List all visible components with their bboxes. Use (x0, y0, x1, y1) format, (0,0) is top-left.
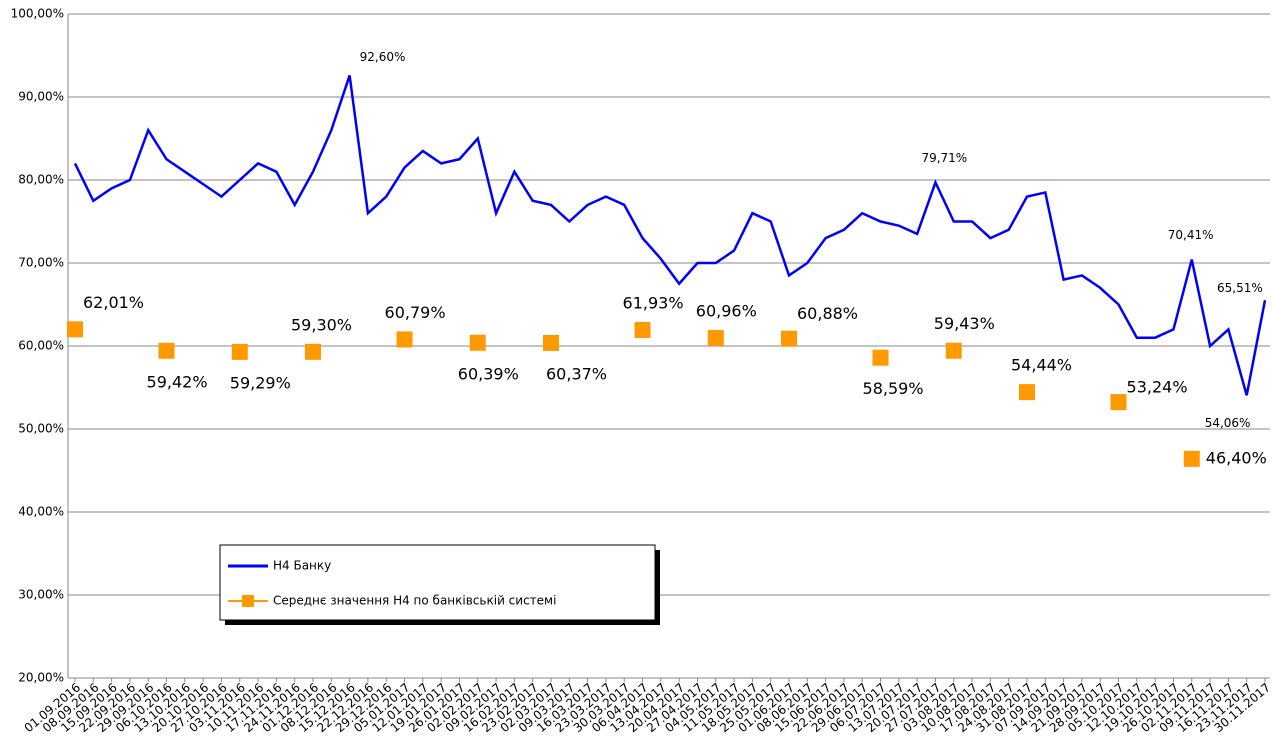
data-label: 61,93% (623, 293, 684, 312)
marker (872, 349, 889, 366)
marker (1019, 384, 1035, 401)
data-label: 92,60% (360, 50, 406, 64)
marker (67, 321, 83, 338)
y-tick-label: 90,00% (18, 90, 64, 104)
y-tick-label: 60,00% (18, 339, 64, 353)
marker (469, 334, 486, 351)
legend-label: Середнє значення Н4 по банківській систе… (273, 594, 556, 608)
marker (781, 330, 797, 347)
marker (396, 331, 413, 348)
marker (634, 321, 651, 338)
data-label: 59,43% (934, 314, 995, 333)
y-tick-label: 40,00% (18, 505, 64, 519)
marker (543, 334, 559, 351)
y-tick-label: 70,00% (18, 256, 64, 270)
marker (945, 342, 962, 359)
y-tick-label: 50,00% (18, 422, 64, 436)
series-line (73, 75, 1267, 396)
y-tick-label: 20,00% (18, 671, 64, 685)
data-label: 46,40% (1206, 448, 1267, 467)
data-label: 58,59% (863, 379, 924, 398)
marker (1110, 394, 1127, 411)
data-label: 59,30% (291, 315, 352, 334)
data-label: 59,42% (147, 372, 208, 391)
y-tick-label: 30,00% (18, 588, 64, 602)
data-label: 62,01% (83, 293, 144, 312)
data-label: 60,37% (546, 364, 607, 383)
legend-marker (242, 595, 254, 607)
legend (219, 544, 656, 621)
marker (1183, 450, 1200, 467)
data-label: 60,88% (797, 304, 858, 323)
data-label: 70,41% (1168, 228, 1214, 242)
data-label: 60,96% (696, 302, 757, 321)
data-label: 54,44% (1011, 356, 1072, 375)
data-label: 79,71% (921, 151, 967, 165)
data-label: 60,39% (458, 364, 519, 383)
data-label: 65,51% (1217, 281, 1263, 295)
data-label: 54,06% (1205, 416, 1251, 430)
data-label: 60,79% (385, 303, 446, 322)
marker (305, 343, 321, 360)
y-tick-label: 80,00% (18, 173, 64, 187)
data-label: 59,29% (230, 373, 291, 392)
marker (231, 343, 248, 360)
legend-label: Н4 Банку (273, 559, 331, 573)
marker (158, 342, 175, 359)
y-tick-label: 100,00% (11, 7, 64, 21)
data-label: 53,24% (1127, 378, 1188, 397)
marker (707, 330, 724, 347)
